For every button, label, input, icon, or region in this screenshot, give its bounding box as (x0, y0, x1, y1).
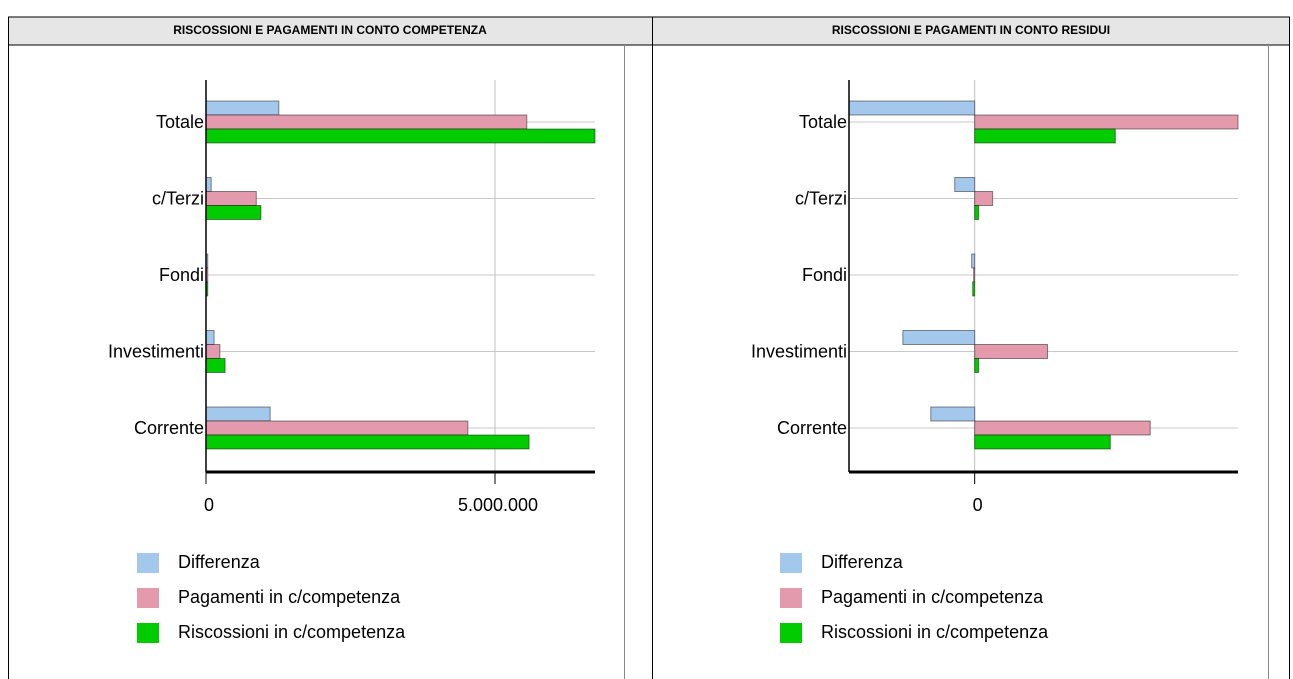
legend-label: Pagamenti in c/competenza (821, 587, 1044, 607)
bar (974, 205, 980, 220)
y-tick-label: Investimenti (108, 341, 204, 361)
y-tick-label: Corrente (134, 418, 204, 438)
y-tick-label: Totale (156, 112, 204, 132)
bar (954, 177, 976, 192)
legend-label: Riscossioni in c/competenza (178, 622, 406, 642)
bar (974, 191, 994, 206)
x-tick-label: 0 (204, 495, 214, 515)
bar (848, 100, 976, 116)
bar (974, 434, 1111, 450)
legend-swatch (780, 553, 802, 573)
bar (205, 434, 530, 450)
y-tick-label: Fondi (159, 265, 204, 285)
y-tick-label: Investimenti (751, 341, 847, 361)
bar (205, 344, 221, 359)
bar (205, 100, 280, 116)
bar (205, 330, 215, 345)
legend-swatch (137, 623, 159, 643)
bar (974, 114, 1239, 130)
bar (974, 128, 1116, 144)
y-tick-label: Fondi (802, 265, 847, 285)
legend-swatch (137, 588, 159, 608)
bar (972, 281, 976, 297)
bar (973, 267, 976, 283)
y-tick-label: c/Terzi (795, 188, 847, 208)
y-tick-label: c/Terzi (152, 188, 204, 208)
legend-label: Differenza (821, 552, 904, 572)
bar (930, 406, 976, 422)
chart-title: RISCOSSIONI E PAGAMENTI IN CONTO RESIDUI (832, 23, 1110, 37)
header-bg (8, 17, 1290, 45)
legend-label: Differenza (178, 552, 261, 572)
chart-title: RISCOSSIONI E PAGAMENTI IN CONTO COMPETE… (173, 23, 487, 37)
bar (205, 358, 226, 373)
legend-label: Riscossioni in c/competenza (821, 622, 1049, 642)
bar (902, 330, 976, 345)
bar (974, 420, 1151, 436)
bar (205, 114, 528, 130)
legend-swatch (780, 588, 802, 608)
y-tick-label: Totale (799, 112, 847, 132)
bar (971, 253, 976, 269)
legend-swatch (137, 553, 159, 573)
bar (205, 420, 469, 436)
bar (205, 128, 596, 144)
bar (205, 406, 271, 422)
x-tick-label: 5.000.000 (458, 495, 538, 515)
x-tick-label: 0 (973, 495, 983, 515)
bar (974, 344, 1048, 359)
legend-label: Pagamenti in c/competenza (178, 587, 401, 607)
bar (205, 177, 212, 192)
legend-swatch (780, 623, 802, 643)
bar (205, 191, 257, 206)
bar (974, 358, 980, 373)
y-tick-label: Corrente (777, 418, 847, 438)
bar (205, 205, 262, 220)
